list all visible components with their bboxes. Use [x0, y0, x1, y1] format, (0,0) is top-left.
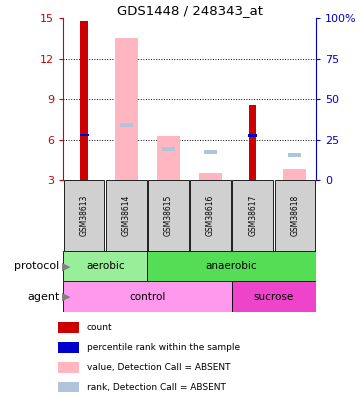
- Text: sucrose: sucrose: [254, 292, 294, 302]
- Bar: [204, 150, 217, 154]
- Bar: [157, 136, 180, 180]
- Bar: [58, 382, 79, 392]
- Bar: [275, 180, 315, 251]
- Text: ▶: ▶: [62, 261, 71, 271]
- Bar: [190, 180, 231, 251]
- Bar: [148, 180, 189, 251]
- Bar: [288, 153, 301, 157]
- Bar: [249, 104, 256, 180]
- Bar: [199, 173, 222, 180]
- Bar: [248, 134, 257, 137]
- Text: rank, Detection Call = ABSENT: rank, Detection Call = ABSENT: [87, 383, 226, 392]
- Bar: [79, 134, 89, 136]
- Text: GSM38618: GSM38618: [290, 195, 299, 236]
- Text: control: control: [129, 292, 166, 302]
- Bar: [147, 251, 316, 281]
- Text: protocol: protocol: [14, 261, 60, 271]
- Bar: [162, 147, 175, 151]
- Bar: [63, 251, 147, 281]
- Title: GDS1448 / 248343_at: GDS1448 / 248343_at: [117, 4, 262, 17]
- Text: aerobic: aerobic: [86, 261, 125, 271]
- Text: GSM38615: GSM38615: [164, 195, 173, 237]
- Text: GSM38616: GSM38616: [206, 195, 215, 237]
- Bar: [106, 180, 147, 251]
- Text: GSM38614: GSM38614: [122, 195, 131, 237]
- Text: anaerobic: anaerobic: [206, 261, 257, 271]
- Text: value, Detection Call = ABSENT: value, Detection Call = ABSENT: [87, 363, 230, 372]
- Bar: [283, 169, 306, 180]
- Text: GSM38617: GSM38617: [248, 195, 257, 237]
- Text: GSM38613: GSM38613: [80, 195, 89, 237]
- Bar: [115, 38, 138, 180]
- Text: ▶: ▶: [62, 292, 71, 302]
- Bar: [63, 281, 232, 312]
- Bar: [58, 362, 79, 373]
- Text: percentile rank within the sample: percentile rank within the sample: [87, 343, 240, 352]
- Bar: [64, 180, 104, 251]
- Bar: [58, 322, 79, 333]
- Bar: [120, 123, 132, 127]
- Bar: [232, 180, 273, 251]
- Bar: [232, 281, 316, 312]
- Bar: [58, 342, 79, 353]
- Bar: [81, 21, 88, 180]
- Text: agent: agent: [27, 292, 60, 302]
- Text: count: count: [87, 323, 112, 332]
